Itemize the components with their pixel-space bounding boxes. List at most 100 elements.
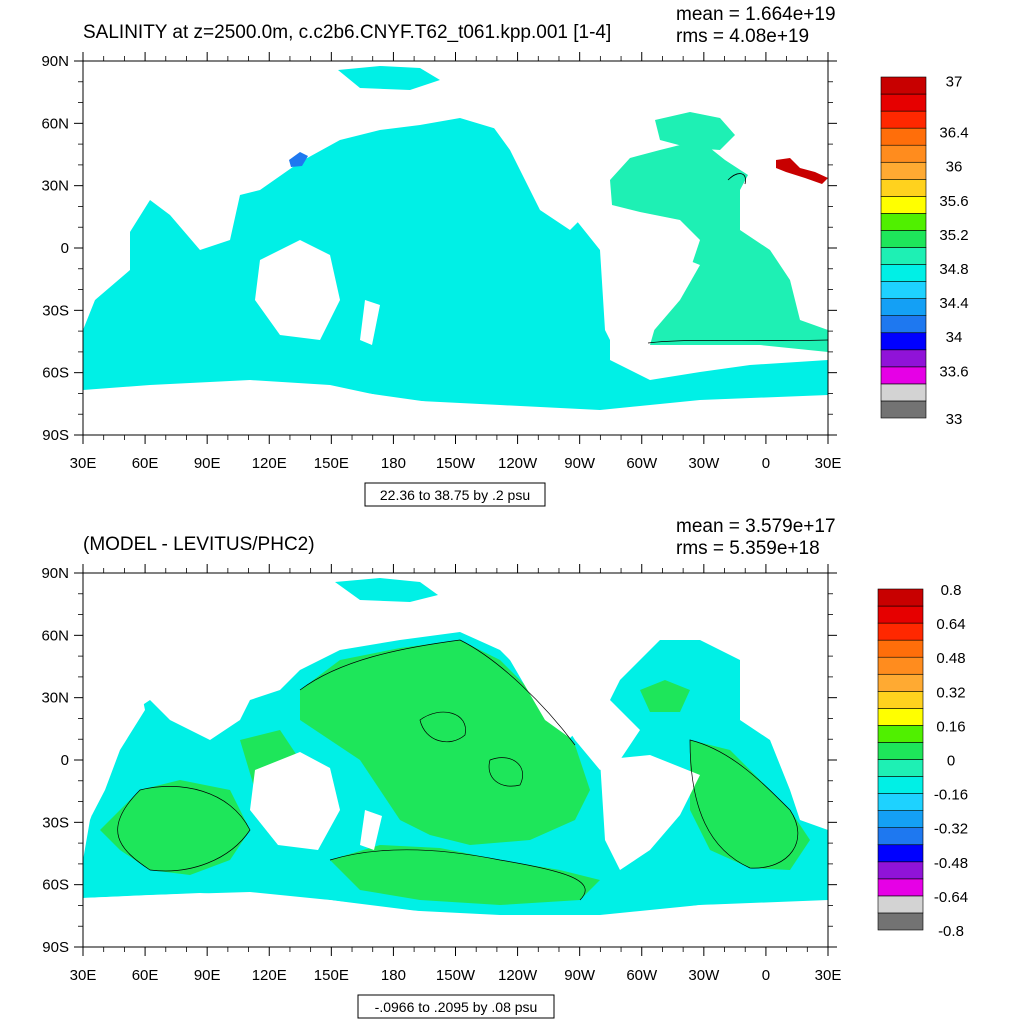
x-tick-label: 120E (252, 967, 287, 984)
red-patch-mediterranean (776, 158, 828, 184)
y-tick-label: 30N (41, 178, 69, 195)
colorbar-swatch (880, 281, 927, 299)
colorbar-swatch (877, 827, 924, 846)
colorbar-swatch (880, 213, 927, 231)
land-eurasia (83, 61, 330, 185)
colorbar-swatch (877, 673, 924, 692)
land-eurasia (83, 573, 330, 697)
colorbar-label: 0.32 (936, 684, 965, 701)
colorbar-label: -0.48 (934, 855, 968, 872)
colorbar-label: 0.16 (936, 718, 965, 735)
colorbar-label: 0.8 (941, 582, 962, 599)
panel-difference-range-box (357, 994, 555, 1019)
colorbar-swatch (877, 861, 924, 880)
colorbar-label: 36 (946, 159, 963, 176)
green-region-indian (100, 780, 250, 875)
panel-difference-map (83, 573, 828, 947)
colorbar-swatch (877, 708, 924, 726)
y-tick-label: 60S (42, 877, 69, 894)
difference-contours (117, 639, 799, 901)
colorbar-swatch (877, 895, 924, 914)
y-tick-label: 60N (41, 627, 69, 644)
contour-line (727, 173, 746, 185)
colorbar-swatch (880, 400, 927, 419)
x-tick-label: 150E (314, 455, 349, 472)
x-tick-label: 90E (194, 967, 221, 984)
colorbar-swatch (880, 179, 927, 197)
x-tick-label: 30W (688, 455, 720, 472)
y-tick-label: 60N (41, 115, 69, 132)
panel-difference-mean: mean = 3.579e+17 (676, 516, 836, 537)
colorbar-swatch (880, 76, 927, 95)
y-tick-label: 0 (61, 752, 69, 769)
y-tick-label: 30S (42, 302, 69, 319)
y-tick-label: 0 (61, 240, 69, 257)
colorbar-label: 0.48 (936, 650, 965, 667)
green-region-north-atlantic (640, 680, 690, 712)
land-india (183, 190, 210, 240)
x-tick-label: 150E (314, 967, 349, 984)
colorbar-swatch (880, 247, 927, 265)
green-region-pacific (300, 640, 590, 845)
colorbar-swatch (877, 776, 924, 794)
land-north-america (470, 605, 640, 738)
colorbar-label: 33.6 (939, 363, 968, 380)
y-tick-label: 90S (42, 427, 69, 444)
colorbar-swatch (880, 298, 927, 316)
x-tick-label: 90W (564, 967, 596, 984)
colorbar-label: 36.4 (939, 125, 968, 142)
land-africa (83, 650, 145, 820)
x-tick-label: 0 (762, 455, 770, 472)
colorbar-swatch (877, 588, 924, 607)
contour-line (647, 339, 828, 344)
colorbar-label: 34.8 (939, 261, 968, 278)
colorbar-swatch (880, 315, 927, 334)
panel-salinity: SALINITY at z=2500.0m, c.c2b6.CNYF.T62_t… (41, 4, 969, 507)
y-tick-label: 90S (42, 939, 69, 956)
colorbar-swatch (877, 690, 924, 709)
land-antarctica (83, 893, 828, 947)
colorbar-label: 37 (946, 73, 963, 90)
x-tick-label: 30E (815, 967, 842, 984)
x-tick-label: 30E (70, 455, 97, 472)
colorbar-label: -0.16 (934, 787, 968, 804)
x-tick-label: 0 (762, 967, 770, 984)
colorbar-swatch (877, 810, 924, 829)
land-antarctica (83, 386, 828, 435)
panel-difference: (MODEL - LEVITUS/PHC2) mean = 3.579e+17 … (41, 516, 968, 1019)
colorbar-label: 35.2 (939, 227, 968, 244)
panel-difference-range-note: -.0966 to .2095 by .08 psu (375, 999, 538, 1015)
x-tick-label: 120E (252, 455, 287, 472)
land-south-america (600, 245, 700, 360)
green-region-atlantic (690, 740, 810, 870)
colorbar-swatch (877, 656, 924, 675)
colorbar-swatch (880, 366, 927, 385)
colorbar-swatch (877, 605, 924, 624)
atlantic-field (610, 140, 828, 352)
colorbar-swatch (880, 196, 927, 214)
x-tick-label: 60E (132, 455, 159, 472)
contour-line (299, 639, 576, 746)
colorbar-swatch (880, 332, 927, 351)
y-tick-label: 60S (42, 365, 69, 382)
land-new-zealand (360, 300, 380, 345)
colorbar-label: 34 (946, 329, 963, 346)
land-australia (255, 240, 340, 340)
colorbar-swatch (880, 110, 927, 129)
x-tick-label: 30E (70, 967, 97, 984)
colorbar-label: 0.64 (936, 616, 965, 633)
x-tick-label: 150W (436, 967, 476, 984)
x-tick-label: 90W (564, 455, 596, 472)
x-tick-label: 180 (381, 967, 406, 984)
colorbar-label: 35.6 (939, 193, 968, 210)
y-tick-label: 90N (41, 565, 69, 582)
panel-salinity-mean: mean = 1.664e+19 (676, 4, 836, 25)
y-tick-label: 30S (42, 814, 69, 831)
contour-line (488, 757, 523, 787)
green-region-south-pacific (330, 845, 600, 905)
panel-difference-axes: 30E 60E 90E 120E 150E 180 150W 120W 90W 60W 30W 0 30… (41, 564, 841, 984)
x-tick-label: 150W (436, 455, 476, 472)
x-tick-label: 30W (688, 967, 720, 984)
land-south-america (600, 755, 700, 870)
